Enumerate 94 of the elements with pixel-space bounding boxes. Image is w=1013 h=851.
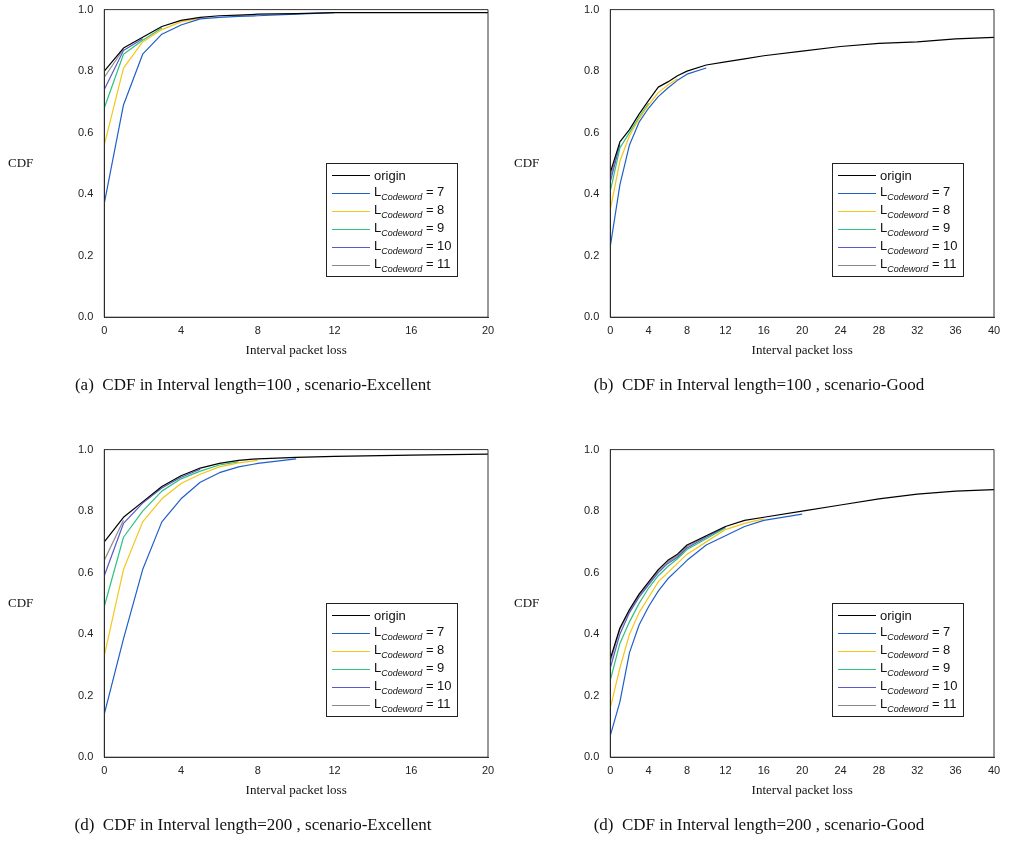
y-tick-label: 1.0 bbox=[77, 2, 94, 15]
x-tick-label: 4 bbox=[645, 323, 652, 336]
x-tick-label: 8 bbox=[254, 763, 261, 776]
y-tick-label: 0.8 bbox=[77, 64, 94, 77]
legend-label: L$_{Codeword}$ = 10 bbox=[880, 678, 958, 696]
x-tick-label: 24 bbox=[834, 323, 847, 336]
x-tick-label: 16 bbox=[757, 763, 770, 776]
x-axis-title: Interval packet loss bbox=[245, 781, 347, 797]
legend-label: origin bbox=[374, 607, 406, 623]
legend-label: L$_{Codeword}$ = 8 bbox=[374, 202, 445, 220]
x-tick-label: 0 bbox=[607, 323, 614, 336]
x-axis-title: Interval packet loss bbox=[245, 341, 347, 357]
y-tick-label: 0.4 bbox=[583, 187, 600, 200]
y-tick-label: 1.0 bbox=[77, 442, 94, 455]
legend-label: L$_{Codeword}$ = 9 bbox=[374, 660, 445, 678]
y-tick-label: 0.2 bbox=[583, 248, 600, 261]
x-tick-label: 12 bbox=[719, 763, 732, 776]
y-tick-label: 0.8 bbox=[583, 504, 600, 517]
y-tick-label: 0.2 bbox=[77, 248, 94, 261]
text: (a) CDF in Interval length=100 , scenario-Excellent bbox=[73, 375, 433, 395]
y-tick-label: 0.6 bbox=[77, 125, 94, 138]
x-tick-label: 40 bbox=[987, 763, 1001, 776]
legend-label: origin bbox=[880, 607, 912, 623]
x-tick-label: 4 bbox=[645, 763, 652, 776]
legend-label: L$_{Codeword}$ = 7 bbox=[374, 624, 445, 642]
legend-label: origin bbox=[374, 167, 406, 183]
x-tick-label: 12 bbox=[328, 323, 341, 336]
y-tick-label: 0.2 bbox=[583, 688, 600, 701]
legend-label: L$_{Codeword}$ = 7 bbox=[880, 184, 951, 202]
y-tick-label: 0.6 bbox=[77, 565, 94, 578]
y-tick-label: 0.8 bbox=[583, 64, 600, 77]
y-tick-label: 0.0 bbox=[583, 750, 600, 763]
x-tick-label: 0 bbox=[101, 323, 108, 336]
legend-label: L$_{Codeword}$ = 8 bbox=[880, 202, 951, 220]
legend-label: L$_{Codeword}$ = 9 bbox=[880, 220, 951, 238]
x-tick-label: 36 bbox=[949, 763, 962, 776]
x-tick-label: 20 bbox=[796, 763, 809, 776]
y-tick-label: 0.0 bbox=[77, 310, 94, 323]
x-tick-label: 12 bbox=[719, 323, 732, 336]
text: (d) CDF in Interval length=200 , scenario-Excellent bbox=[73, 815, 433, 835]
x-tick-label: 28 bbox=[872, 323, 886, 336]
x-tick-label: 8 bbox=[683, 323, 691, 336]
x-tick-label: 16 bbox=[405, 323, 418, 336]
legend-label: L$_{Codeword}$ = 10 bbox=[374, 678, 452, 696]
x-tick-label: 20 bbox=[796, 323, 809, 336]
legend-label: L$_{Codeword}$ = 11 bbox=[374, 696, 451, 714]
text: (b) CDF in Interval length=100 , scenario-Good bbox=[592, 375, 926, 395]
legend-label: L$_{Codeword}$ = 9 bbox=[880, 660, 951, 678]
x-tick-label: 40 bbox=[987, 323, 1001, 336]
legend-label: L$_{Codeword}$ = 10 bbox=[374, 238, 452, 256]
x-tick-label: 36 bbox=[949, 323, 962, 336]
x-axis-title: Interval packet loss bbox=[751, 781, 853, 797]
legend-label: L$_{Codeword}$ = 11 bbox=[374, 256, 451, 274]
x-tick-label: 0 bbox=[607, 763, 614, 776]
y-tick-label: 1.0 bbox=[583, 2, 600, 15]
legend-label: L$_{Codeword}$ = 8 bbox=[374, 642, 445, 660]
y-tick-label: 0.6 bbox=[583, 125, 600, 138]
y-tick-label: 0.4 bbox=[77, 187, 94, 200]
y-axis-title: CDF bbox=[514, 155, 540, 172]
y-axis-title: CDF bbox=[514, 595, 540, 612]
y-tick-label: 0.4 bbox=[583, 627, 600, 640]
y-tick-label: 0.4 bbox=[77, 627, 94, 640]
x-tick-label: 32 bbox=[911, 763, 924, 776]
y-tick-label: 0.0 bbox=[77, 750, 94, 763]
legend-label: L$_{Codeword}$ = 8 bbox=[880, 642, 951, 660]
y-axis-title: CDF bbox=[8, 155, 34, 172]
text: (d) CDF in Interval length=200 , scenario-Good bbox=[592, 815, 926, 835]
legend-label: L$_{Codeword}$ = 7 bbox=[374, 184, 445, 202]
x-tick-label: 24 bbox=[834, 763, 847, 776]
legend-label: L$_{Codeword}$ = 10 bbox=[880, 238, 958, 256]
x-tick-label: 16 bbox=[405, 763, 418, 776]
legend-label: L$_{Codeword}$ = 11 bbox=[880, 256, 957, 274]
y-tick-label: 0.8 bbox=[77, 504, 94, 517]
x-tick-label: 32 bbox=[911, 323, 924, 336]
x-tick-label: 8 bbox=[683, 763, 691, 776]
y-tick-label: 0.2 bbox=[77, 688, 94, 701]
x-tick-label: 20 bbox=[481, 763, 495, 776]
x-tick-label: 20 bbox=[481, 323, 495, 336]
x-axis-title: Interval packet loss bbox=[751, 341, 853, 357]
x-tick-label: 28 bbox=[872, 763, 886, 776]
y-tick-label: 0.0 bbox=[583, 310, 600, 323]
legend-label: origin bbox=[880, 167, 912, 183]
legend-label: L$_{Codeword}$ = 9 bbox=[374, 220, 445, 238]
legend-label: L$_{Codeword}$ = 11 bbox=[880, 696, 957, 714]
y-axis-title: CDF bbox=[8, 595, 34, 612]
y-tick-label: 1.0 bbox=[583, 442, 600, 455]
x-tick-label: 12 bbox=[328, 763, 341, 776]
x-tick-label: 0 bbox=[101, 763, 108, 776]
x-tick-label: 8 bbox=[254, 323, 261, 336]
x-tick-label: 4 bbox=[177, 763, 185, 776]
y-tick-label: 0.6 bbox=[583, 565, 600, 578]
x-tick-label: 16 bbox=[757, 323, 770, 336]
x-tick-label: 4 bbox=[177, 323, 185, 336]
legend-label: L$_{Codeword}$ = 7 bbox=[880, 624, 951, 642]
